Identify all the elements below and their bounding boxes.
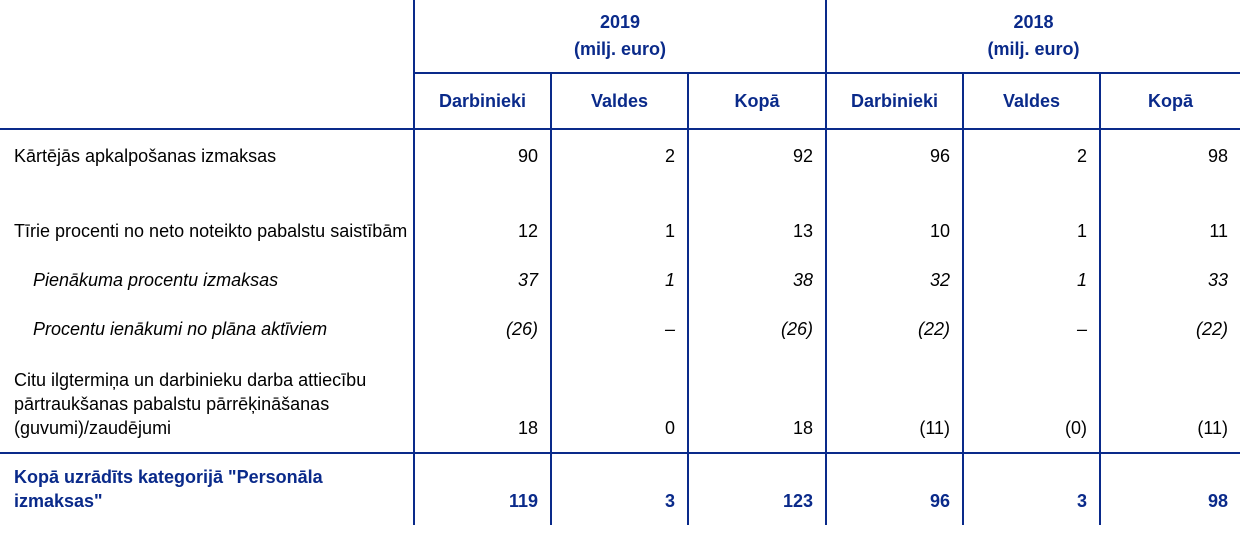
row-label: Tīrie procenti no neto noteikto pabalstu… [14, 221, 408, 241]
table-row: Pienākuma procentu izmaksas 37 1 38 32 1… [0, 255, 1240, 304]
row-label: Procentu ienākumi no plāna aktīviem [33, 319, 328, 339]
value-cell: 11 [1099, 180, 1240, 255]
value-cell: 96 [825, 129, 964, 180]
value-cell: 18 [686, 353, 827, 453]
value-cell: 10 [825, 180, 964, 255]
total-label: Kopā uzrādīts kategorijā "Personāla izma… [0, 452, 414, 525]
total-value: 96 [825, 452, 964, 525]
total-row: Kopā uzrādīts kategorijā "Personāla izma… [0, 452, 1240, 525]
table-row: Procentu ienākumi no plāna aktīviem (26)… [0, 304, 1240, 353]
value-cell: 38 [686, 255, 827, 304]
table-row: Citu ilgtermiņa un darbinieku darba atti… [0, 353, 1240, 453]
value-cell: (11) [825, 353, 964, 453]
value-cell: 1 [962, 255, 1101, 304]
value-cell: 92 [686, 129, 827, 180]
row-label: Kārtējās apkalpošanas izmaksas [14, 146, 277, 166]
value-cell: 18 [413, 353, 551, 453]
row-label: Pienākuma procentu izmaksas [33, 270, 279, 290]
column-header: Kopā [686, 73, 827, 130]
column-header: Kopā [1099, 73, 1240, 130]
value-cell: 32 [825, 255, 964, 304]
value-cell: 98 [1099, 129, 1240, 180]
year-label: 2018 [1013, 12, 1054, 32]
value-cell: (0) [962, 353, 1101, 453]
year-header-2018: 2018 (milj. euro) [825, 0, 1240, 74]
column-header: Darbinieki [413, 73, 551, 130]
total-value: 123 [686, 452, 827, 525]
total-value: 3 [550, 452, 688, 525]
value-cell: (22) [1099, 304, 1240, 353]
value-cell: 2 [550, 129, 688, 180]
column-header: Valdes [962, 73, 1101, 130]
value-cell: 37 [413, 255, 551, 304]
value-cell: 2 [962, 129, 1101, 180]
value-cell: 1 [962, 180, 1101, 255]
value-cell: (11) [1099, 353, 1240, 453]
total-value: 98 [1099, 452, 1240, 525]
total-value: 3 [962, 452, 1101, 525]
year-label: 2019 [599, 12, 641, 32]
column-header-row: Darbinieki Valdes Kopā Darbinieki Valdes… [0, 73, 1240, 130]
column-header: Valdes [550, 73, 688, 130]
value-cell: (26) [686, 304, 827, 353]
total-value: 119 [413, 452, 551, 525]
unit-label: (milj. euro) [987, 39, 1080, 59]
value-cell: – [550, 304, 688, 353]
corner-cell [0, 73, 414, 130]
value-cell: 1 [550, 255, 688, 304]
year-header-2019: 2019 (milj. euro) [412, 0, 827, 74]
unit-label: (milj. euro) [574, 39, 667, 59]
corner-cell [0, 0, 414, 73]
value-cell: 12 [413, 180, 551, 255]
year-header-row: 2019 (milj. euro) 2018 (milj. euro) [0, 0, 1240, 74]
table-row: Tīrie procenti no neto noteikto pabalstu… [0, 180, 1240, 255]
value-cell: 33 [1099, 255, 1240, 304]
value-cell: 1 [550, 180, 688, 255]
value-cell: – [962, 304, 1101, 353]
value-cell: (26) [413, 304, 551, 353]
value-cell: (22) [825, 304, 964, 353]
value-cell: 0 [550, 353, 688, 453]
value-cell: 90 [413, 129, 551, 180]
row-label: Citu ilgtermiņa un darbinieku darba atti… [14, 370, 367, 438]
table-row: Kārtējās apkalpošanas izmaksas 90 2 92 9… [0, 129, 1240, 180]
column-header: Darbinieki [825, 73, 964, 130]
value-cell: 13 [686, 180, 827, 255]
